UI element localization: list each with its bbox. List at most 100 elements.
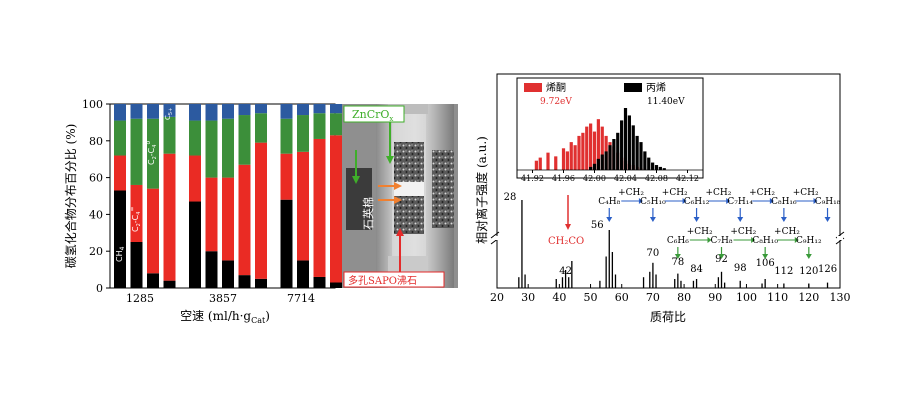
inset-bar-ketene-7 [573, 145, 577, 170]
quartz-arrowhead-bottom [394, 196, 402, 204]
y-tick-label-0: 0 [96, 282, 103, 295]
bar-segment-c5--8 [255, 104, 267, 114]
bar-segment-c2-c4o-1 [130, 118, 143, 185]
ms-x-tick-label-30: 30 [521, 291, 535, 304]
bar-segment-ch4-11 [313, 276, 326, 288]
ms-x-tick-label-100: 100 [736, 291, 757, 304]
bar-segment-ch4-0 [114, 190, 126, 288]
bar-segment-ch4-12 [330, 282, 342, 288]
peak-label-28: 28 [504, 192, 517, 203]
bar-segment-c2-c4--11 [313, 138, 326, 277]
ms-x-axis: 20 30 40 50 60 70 80 90 100 110 120 130 [490, 284, 851, 304]
inset-bar-ketene-5 [565, 151, 569, 170]
blue-plus-ch2-112: +CH₂ [793, 188, 819, 198]
green-side-arrowhead [352, 176, 360, 184]
ch2co-arrowhead [565, 224, 571, 230]
bar-segment-c2-c4--6 [222, 177, 234, 261]
inset-bar-propene-17 [654, 165, 659, 170]
inset-bar-propene-3 [600, 154, 604, 170]
bar-segment-c2-c4o-6 [222, 118, 234, 178]
left-tube [346, 168, 372, 230]
inset-bar-propene-15 [647, 157, 651, 170]
ms-x-tick-label-120: 120 [798, 291, 819, 304]
blue-drop-head-84 [693, 217, 700, 222]
blue-formula-112: C₈H₁₆ [771, 197, 797, 207]
c2c4-paraffin-label: C2-C4o [145, 141, 158, 165]
bar-segment-c2-c4o-2 [147, 118, 159, 189]
blue-drop-head-70 [649, 217, 656, 222]
axis-break-gap-right [837, 236, 843, 240]
inset-bar-ketene-8 [577, 135, 581, 170]
bar-segment-ch4-5 [205, 251, 218, 288]
bar-segment-c2-c4o-12 [330, 113, 342, 136]
ketene-energy: 9.72eV [540, 97, 572, 107]
inset-tick-label-42.12: 42.12 [676, 174, 699, 183]
inset-bar-propene-10 [627, 115, 631, 170]
bar-segment-c5--12 [330, 104, 342, 114]
sapo-label-box [343, 271, 445, 288]
bar-segment-c2-c4--8 [255, 142, 267, 279]
y-tick-label-80: 80 [89, 135, 103, 148]
blue-plus-ch2-70: +CH₂ [662, 188, 688, 198]
inset-x-axis: 41.92 41.96 42.00 42.04 42.08 42.12 [517, 169, 703, 183]
c2c4-olefin-label: C2-C4= [129, 207, 142, 232]
bar-segment-c5--6 [222, 104, 234, 119]
peak-label-70: 70 [647, 248, 660, 259]
green-drop-head-106 [762, 254, 769, 259]
bar-segment-c2-c4o-0 [114, 120, 126, 156]
peak-label-42: 42 [559, 266, 572, 277]
blue-plus-ch2-84: +CH₂ [705, 188, 731, 198]
bar-segment-ch4-6 [222, 260, 234, 288]
green-link-head-78 [707, 237, 712, 243]
inset-tick-label-41.92: 41.92 [521, 174, 544, 183]
bar-segment-c2-c4o-3 [163, 116, 176, 154]
ms-y-axis-label: 相对离子强度 (a.u.) [474, 136, 489, 244]
peak-label-112: 112 [774, 266, 793, 277]
blue-formula-84: C₆H₁₂ [684, 197, 710, 207]
quartz-wool [394, 182, 424, 196]
inset-bar-ketene-6 [569, 142, 573, 170]
green-plus-ch2-78: +CH₂ [687, 227, 713, 237]
peak-label-106: 106 [756, 258, 775, 269]
bar-segment-c2-c4o-4 [189, 120, 201, 156]
inset-bar-propene-9 [623, 108, 628, 170]
peak-label-56: 56 [591, 220, 604, 231]
c5-label: C5+ [164, 108, 174, 120]
inset-bar-ketene-2 [546, 152, 550, 170]
inset-bar-propene-4 [604, 151, 608, 170]
inset-bar-propene-12 [635, 135, 639, 170]
bar-segment-ch4-8 [255, 278, 267, 288]
bar-segment-c2-c4o-5 [205, 120, 218, 178]
legend-label-propene: 丙烯 [646, 81, 666, 94]
quartz-label: 石英棉 [361, 197, 375, 230]
inset-bar-propene-11 [631, 125, 635, 170]
blue-drop-head-112 [780, 217, 787, 222]
bar-segment-c5--7 [238, 104, 251, 116]
blue-drop-head-56 [606, 217, 613, 222]
ch2co-label: CH₂CO [548, 236, 584, 247]
blue-plus-ch2-98: +CH₂ [749, 188, 775, 198]
blue-formula-98: C₇H₁₄ [727, 197, 753, 207]
bar-segment-ch4-7 [238, 275, 251, 288]
inset-tick-label-42.08: 42.08 [645, 174, 668, 183]
green-formula-120: C₉H₁₂ [796, 236, 822, 246]
bar-segment-c5--9 [280, 104, 293, 119]
legend-swatch-ketene [524, 83, 542, 92]
blue-drop-head-98 [737, 217, 744, 222]
bar-segment-c5--11 [313, 104, 326, 114]
inset-bar-ketene-12 [592, 131, 597, 170]
bar-segment-c2-c4--3 [163, 153, 176, 281]
left-bars [114, 104, 342, 288]
inset-bars [534, 108, 666, 170]
bar-segment-c2-c4o-7 [238, 115, 251, 165]
inset-spectrum: 41.92 41.96 42.00 42.04 42.08 42.12 烯酮 丙烯 9.7… [516, 77, 704, 183]
green-drop-head-120 [805, 254, 812, 259]
bar-segment-c5--2 [147, 104, 159, 119]
inset-bar-propene-5 [608, 145, 612, 170]
zncrox-label: ZnCrOx [352, 108, 393, 123]
inset-bar-ketene-13 [596, 119, 600, 170]
blue-formula-70: C₅H₁₀ [640, 197, 666, 207]
olefin-homolog-series: C₄H₈+CH₂C₅H₁₀+CH₂C₆H₁₂+CH₂C₇H₁₄+CH₂C₈H₁₆… [598, 188, 841, 222]
